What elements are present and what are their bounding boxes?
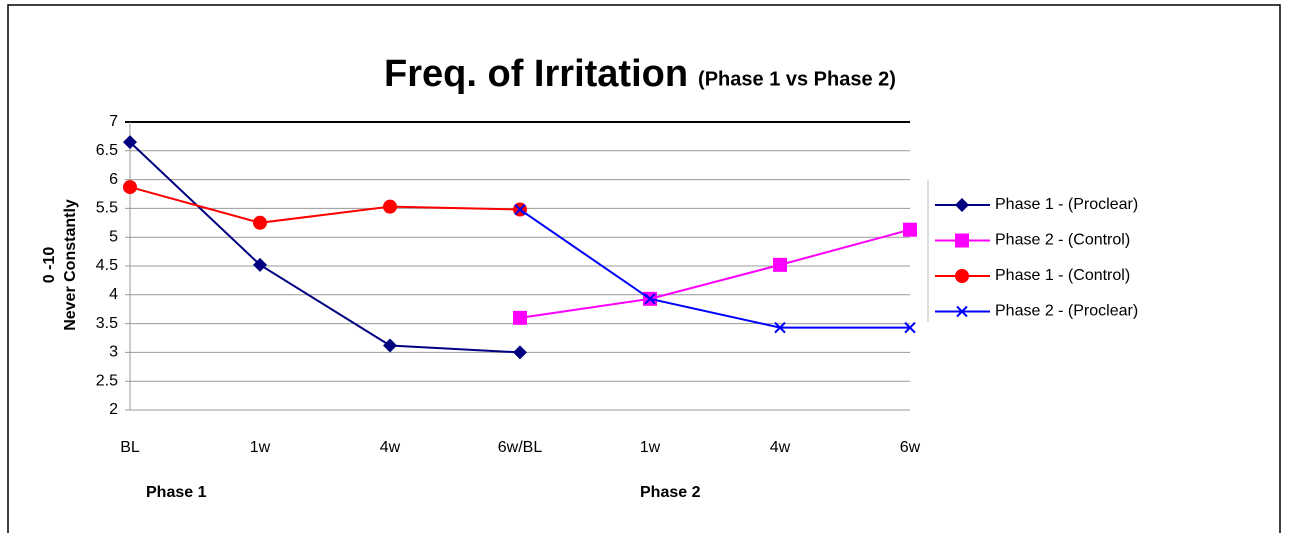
data-point (383, 338, 397, 353)
y-axis-label: 0 -10 (41, 247, 58, 284)
legend-label: Phase 2 - (Control) (995, 232, 1130, 249)
y-tick-label: 2 (109, 401, 118, 418)
series-line (129, 186, 521, 224)
y-tick-label: 6 (109, 171, 118, 188)
series-line (519, 228, 911, 319)
series-line (519, 208, 910, 329)
y-tick-label: 4 (109, 286, 118, 303)
data-point (513, 310, 527, 325)
y-tick-label: 6.5 (96, 142, 118, 159)
data-point (904, 321, 916, 334)
legend-label: Phase 1 - (Control) (995, 267, 1130, 284)
legend-marker (955, 269, 969, 283)
x-tick-label: 6w/BL (498, 439, 543, 456)
x-tick-label: 4w (380, 439, 401, 456)
annotation: Phase 1 (146, 484, 207, 501)
x-tick-label: 1w (250, 439, 271, 456)
y-tick-label: 3 (109, 344, 118, 361)
data-point (774, 321, 786, 334)
legend-marker (955, 198, 969, 212)
y-tick-label: 5.5 (96, 200, 118, 217)
y-tick-label: 2.5 (96, 372, 118, 389)
x-tick-label: BL (120, 439, 140, 456)
legend-label: Phase 1 - (Proclear) (995, 196, 1138, 213)
y-axis-label: Never Constantly (62, 199, 79, 331)
x-tick-label: 1w (640, 439, 661, 456)
legend-marker (955, 233, 969, 248)
x-tick-label: 4w (770, 439, 791, 456)
series-line (129, 141, 521, 354)
chart-title: Freq. of Irritation (384, 53, 688, 95)
data-point (514, 203, 526, 216)
y-tick-label: 4.5 (96, 257, 118, 274)
data-point (383, 199, 397, 214)
y-tick-label: 5 (109, 228, 118, 245)
legend-label: Phase 2 - (Proclear) (995, 303, 1138, 320)
data-point (513, 345, 527, 360)
y-tick-label: 3.5 (96, 315, 118, 332)
annotation: Phase 2 (640, 484, 701, 501)
data-point (253, 257, 267, 272)
y-tick-label: 7 (109, 113, 118, 130)
data-point (123, 180, 137, 195)
x-tick-label: 6w (900, 439, 921, 456)
chart-subtitle: (Phase 1 vs Phase 2) (698, 68, 896, 90)
data-point (644, 293, 656, 305)
data-point (773, 257, 787, 272)
data-point (903, 222, 917, 237)
data-point (123, 135, 137, 150)
data-point (253, 215, 267, 230)
chart-frame (7, 4, 1281, 538)
legend-marker (956, 305, 968, 318)
